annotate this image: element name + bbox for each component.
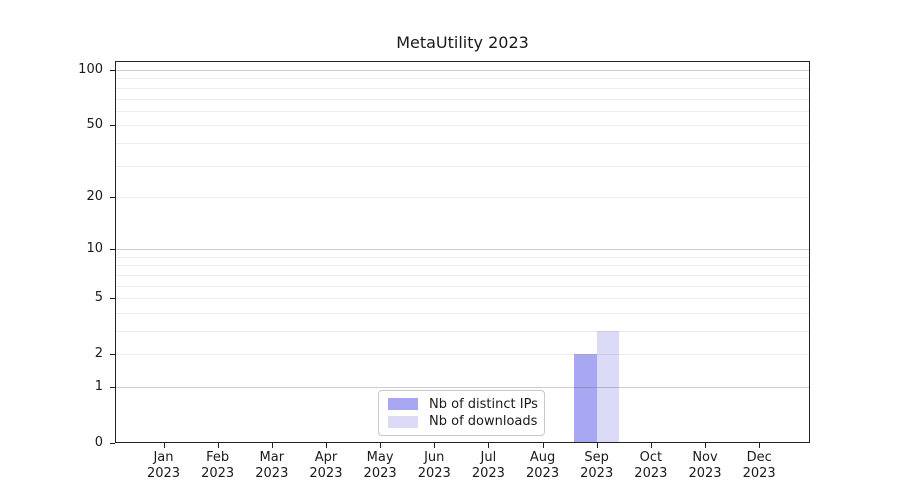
- gridline: [116, 312, 809, 314]
- x-axis-tick: [759, 443, 761, 448]
- gridline: [116, 110, 809, 112]
- x-axis-tick: [271, 443, 273, 448]
- bar-distinct-ips: [574, 354, 597, 442]
- legend-swatch-distinct-ips: [388, 398, 418, 411]
- x-axis-tick-label: Apr 2023: [309, 450, 343, 481]
- x-axis-tick-label: Aug 2023: [526, 450, 560, 481]
- legend-row: Nb of downloads: [388, 414, 538, 430]
- y-axis-tick: [110, 443, 115, 444]
- y-axis-tick: [110, 197, 115, 198]
- y-axis-tick: [110, 354, 115, 355]
- gridline: [116, 125, 809, 127]
- legend: Nb of distinct IPs Nb of downloads: [378, 390, 545, 436]
- y-axis-tick: [110, 387, 115, 388]
- y-axis-tick: [110, 125, 115, 126]
- legend-label-distinct-ips: Nb of distinct IPs: [429, 396, 538, 412]
- y-axis-tick-label: 20: [86, 188, 103, 204]
- gridline: [116, 87, 809, 89]
- x-axis-tick-label: Oct 2023: [634, 450, 668, 481]
- y-axis-tick-label: 0: [94, 435, 103, 450]
- x-axis-tick-label: Feb 2023: [201, 450, 235, 481]
- gridline: [116, 142, 809, 144]
- gridline: [116, 274, 809, 276]
- gridline: [116, 265, 809, 267]
- bar-downloads: [596, 330, 620, 442]
- chart-title: MetaUtility 2023: [396, 33, 529, 52]
- y-axis-tick: [110, 249, 115, 250]
- y-axis-tick-label: 1: [94, 378, 103, 394]
- y-axis-tick: [110, 298, 115, 299]
- x-axis-tick: [434, 443, 436, 448]
- gridline: [116, 196, 809, 198]
- x-axis-tick-label: Jun 2023: [417, 450, 451, 481]
- y-axis-tick-label: 5: [94, 290, 103, 306]
- x-axis-tick: [217, 443, 219, 448]
- gridline: [116, 386, 809, 388]
- y-axis-tick-label: 50: [86, 117, 103, 133]
- y-axis-tick-label: 2: [94, 346, 103, 362]
- x-axis-tick: [163, 443, 165, 448]
- x-axis-tick-label: Jul 2023: [471, 450, 505, 481]
- y-axis-tick: [110, 70, 115, 71]
- gridline: [116, 70, 809, 72]
- x-axis-tick-label: Mar 2023: [255, 450, 289, 481]
- x-axis-tick-label: Sep 2023: [580, 450, 614, 481]
- x-axis-tick: [380, 443, 382, 448]
- gridline: [116, 78, 809, 80]
- x-axis-tick: [596, 443, 598, 448]
- x-axis-tick: [705, 443, 706, 448]
- plot-area: [115, 61, 810, 443]
- gridline: [116, 285, 809, 287]
- y-axis-tick-label: 10: [86, 241, 103, 257]
- gridline: [116, 98, 809, 100]
- x-axis-tick: [542, 443, 544, 448]
- gridline: [116, 249, 809, 251]
- x-axis-tick: [488, 443, 490, 448]
- x-axis-tick-label: Nov 2023: [688, 450, 722, 481]
- y-axis-tick-label: 100: [78, 62, 103, 78]
- x-axis-tick-label: Jan 2023: [146, 450, 181, 481]
- gridline: [116, 298, 809, 300]
- x-axis-tick-label: Dec 2023: [742, 450, 776, 481]
- x-axis-tick: [650, 443, 652, 448]
- legend-swatch-downloads: [388, 415, 418, 428]
- legend-row: Nb of distinct IPs: [388, 396, 538, 412]
- x-axis-tick: [325, 443, 327, 448]
- gridline: [116, 354, 809, 356]
- gridline: [116, 330, 809, 332]
- x-axis-tick-label: May 2023: [363, 450, 397, 481]
- gridline: [116, 256, 809, 258]
- legend-label-downloads: Nb of downloads: [429, 414, 538, 430]
- gridline: [116, 165, 809, 167]
